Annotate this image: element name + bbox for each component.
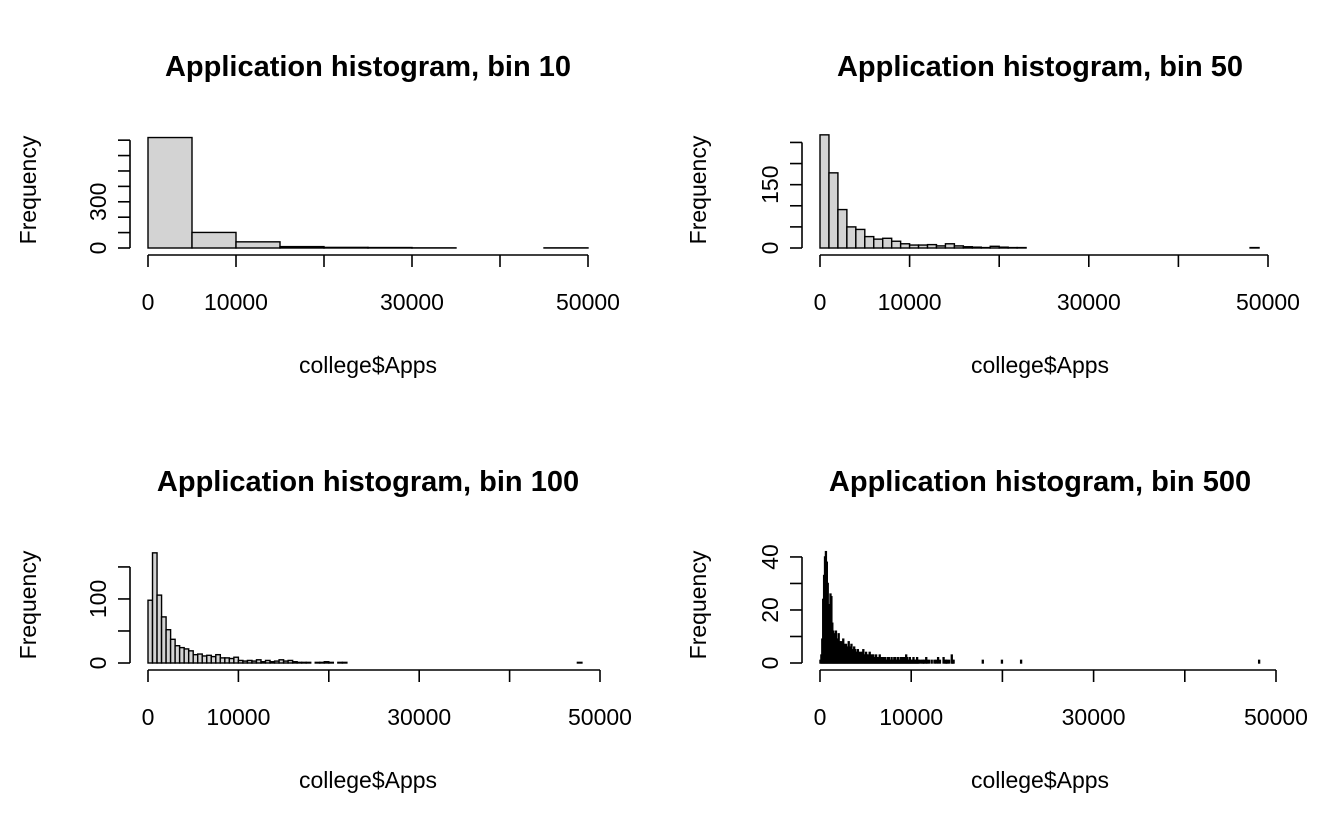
chart-title: Application histogram, bin 50 [837,51,1243,83]
histogram-bar [306,662,311,663]
histogram-panel-bin-100: Application histogram, bin 100 0 10000 3000… [15,466,632,793]
y-tick-label: 150 [757,165,783,203]
histogram-bar [953,660,954,663]
y-axis-title: Frequency [15,550,41,659]
histogram-bar [934,660,935,663]
histogram-bar [919,245,928,248]
x-tick-label: 30000 [1057,289,1121,315]
histogram-panel-bin-50: Application histogram, bin 50 0 10000 30000… [685,51,1300,378]
histogram-bar [924,660,925,663]
x-tick-label: 10000 [206,704,270,730]
histogram-bar [936,660,937,663]
x-tick-label: 10000 [204,289,268,315]
histogram-bar [1021,660,1022,663]
histogram-bar [847,227,856,248]
histogram-bar [999,247,1008,248]
histogram-bar [920,660,921,663]
histogram-bar [280,247,324,248]
histogram-bar [936,246,945,248]
histogram-bar [883,238,892,248]
chart-title: Application histogram, bin 100 [157,466,579,498]
histogram-bar [954,246,963,248]
histogram-bar [929,660,930,663]
y-tick-label: 0 [757,657,783,670]
histogram-bar [939,660,940,663]
histogram-bar [1259,660,1260,663]
histogram-bar [938,658,939,663]
histogram-bar [856,229,865,248]
histogram-bar [865,237,874,248]
histogram-bar [945,244,954,248]
histogram-bar [982,660,983,663]
x-tick-label: 0 [142,704,155,730]
x-tick-label: 30000 [1062,704,1126,730]
chart-title: Application histogram, bin 500 [829,466,1251,498]
x-tick-label: 0 [142,289,155,315]
histogram-bar [927,660,928,663]
histogram-bar [943,658,944,663]
histogram-bar [342,662,347,663]
histogram-bar [963,247,972,248]
histogram-bar [928,245,937,248]
x-tick-label: 0 [814,704,827,730]
histogram-panel-bin-10: Application histogram, bin 10 0 10000 30000… [15,51,620,378]
histogram-bar [236,242,280,248]
x-tick-label: 0 [814,289,827,315]
y-tick-label: 100 [85,580,111,618]
x-tick-label: 10000 [878,289,942,315]
y-tick-label: 0 [757,242,783,255]
histogram-bar [972,247,981,248]
x-axis-title: college$Apps [971,767,1109,793]
y-tick-label: 300 [85,183,111,221]
y-tick-label: 40 [757,544,783,570]
y-axis-title: Frequency [685,135,711,244]
y-axis-title: Frequency [685,550,711,659]
x-tick-label: 30000 [380,289,444,315]
histogram-bar [829,173,838,248]
histogram-bar [949,660,950,663]
histogram-bar [148,138,192,248]
histogram-bar [577,662,582,663]
histogram-bar [910,245,919,248]
x-tick-label: 30000 [387,704,451,730]
histogram-bar [947,660,948,663]
x-tick-label: 50000 [568,704,632,730]
x-tick-label: 10000 [879,704,943,730]
histogram-bar [918,660,919,663]
histogram-panel-bin-500: Application histogram, bin 500 0 10000 3000… [685,466,1308,793]
histogram-bar [892,241,901,248]
y-tick-label: 0 [85,242,111,255]
x-axis-title: college$Apps [299,767,437,793]
x-tick-label: 50000 [556,289,620,315]
x-axis-title: college$Apps [299,352,437,378]
x-tick-label: 50000 [1236,289,1300,315]
histogram-bar [192,232,236,248]
y-axis-title: Frequency [15,135,41,244]
y-tick-label: 0 [85,657,111,670]
histogram-bar [329,662,334,663]
y-tick-label: 20 [757,597,783,623]
histogram-bar [1001,660,1002,663]
histogram-bar [931,660,932,663]
x-tick-label: 50000 [1244,704,1308,730]
histogram-bar [324,247,368,248]
histogram-bar [901,244,910,248]
x-axis-title: college$Apps [971,352,1109,378]
histogram-bar [874,239,883,248]
histogram-bar [838,210,847,248]
chart-title: Application histogram, bin 10 [165,51,571,83]
histogram-bar [990,246,999,248]
histogram-bar [820,135,829,248]
